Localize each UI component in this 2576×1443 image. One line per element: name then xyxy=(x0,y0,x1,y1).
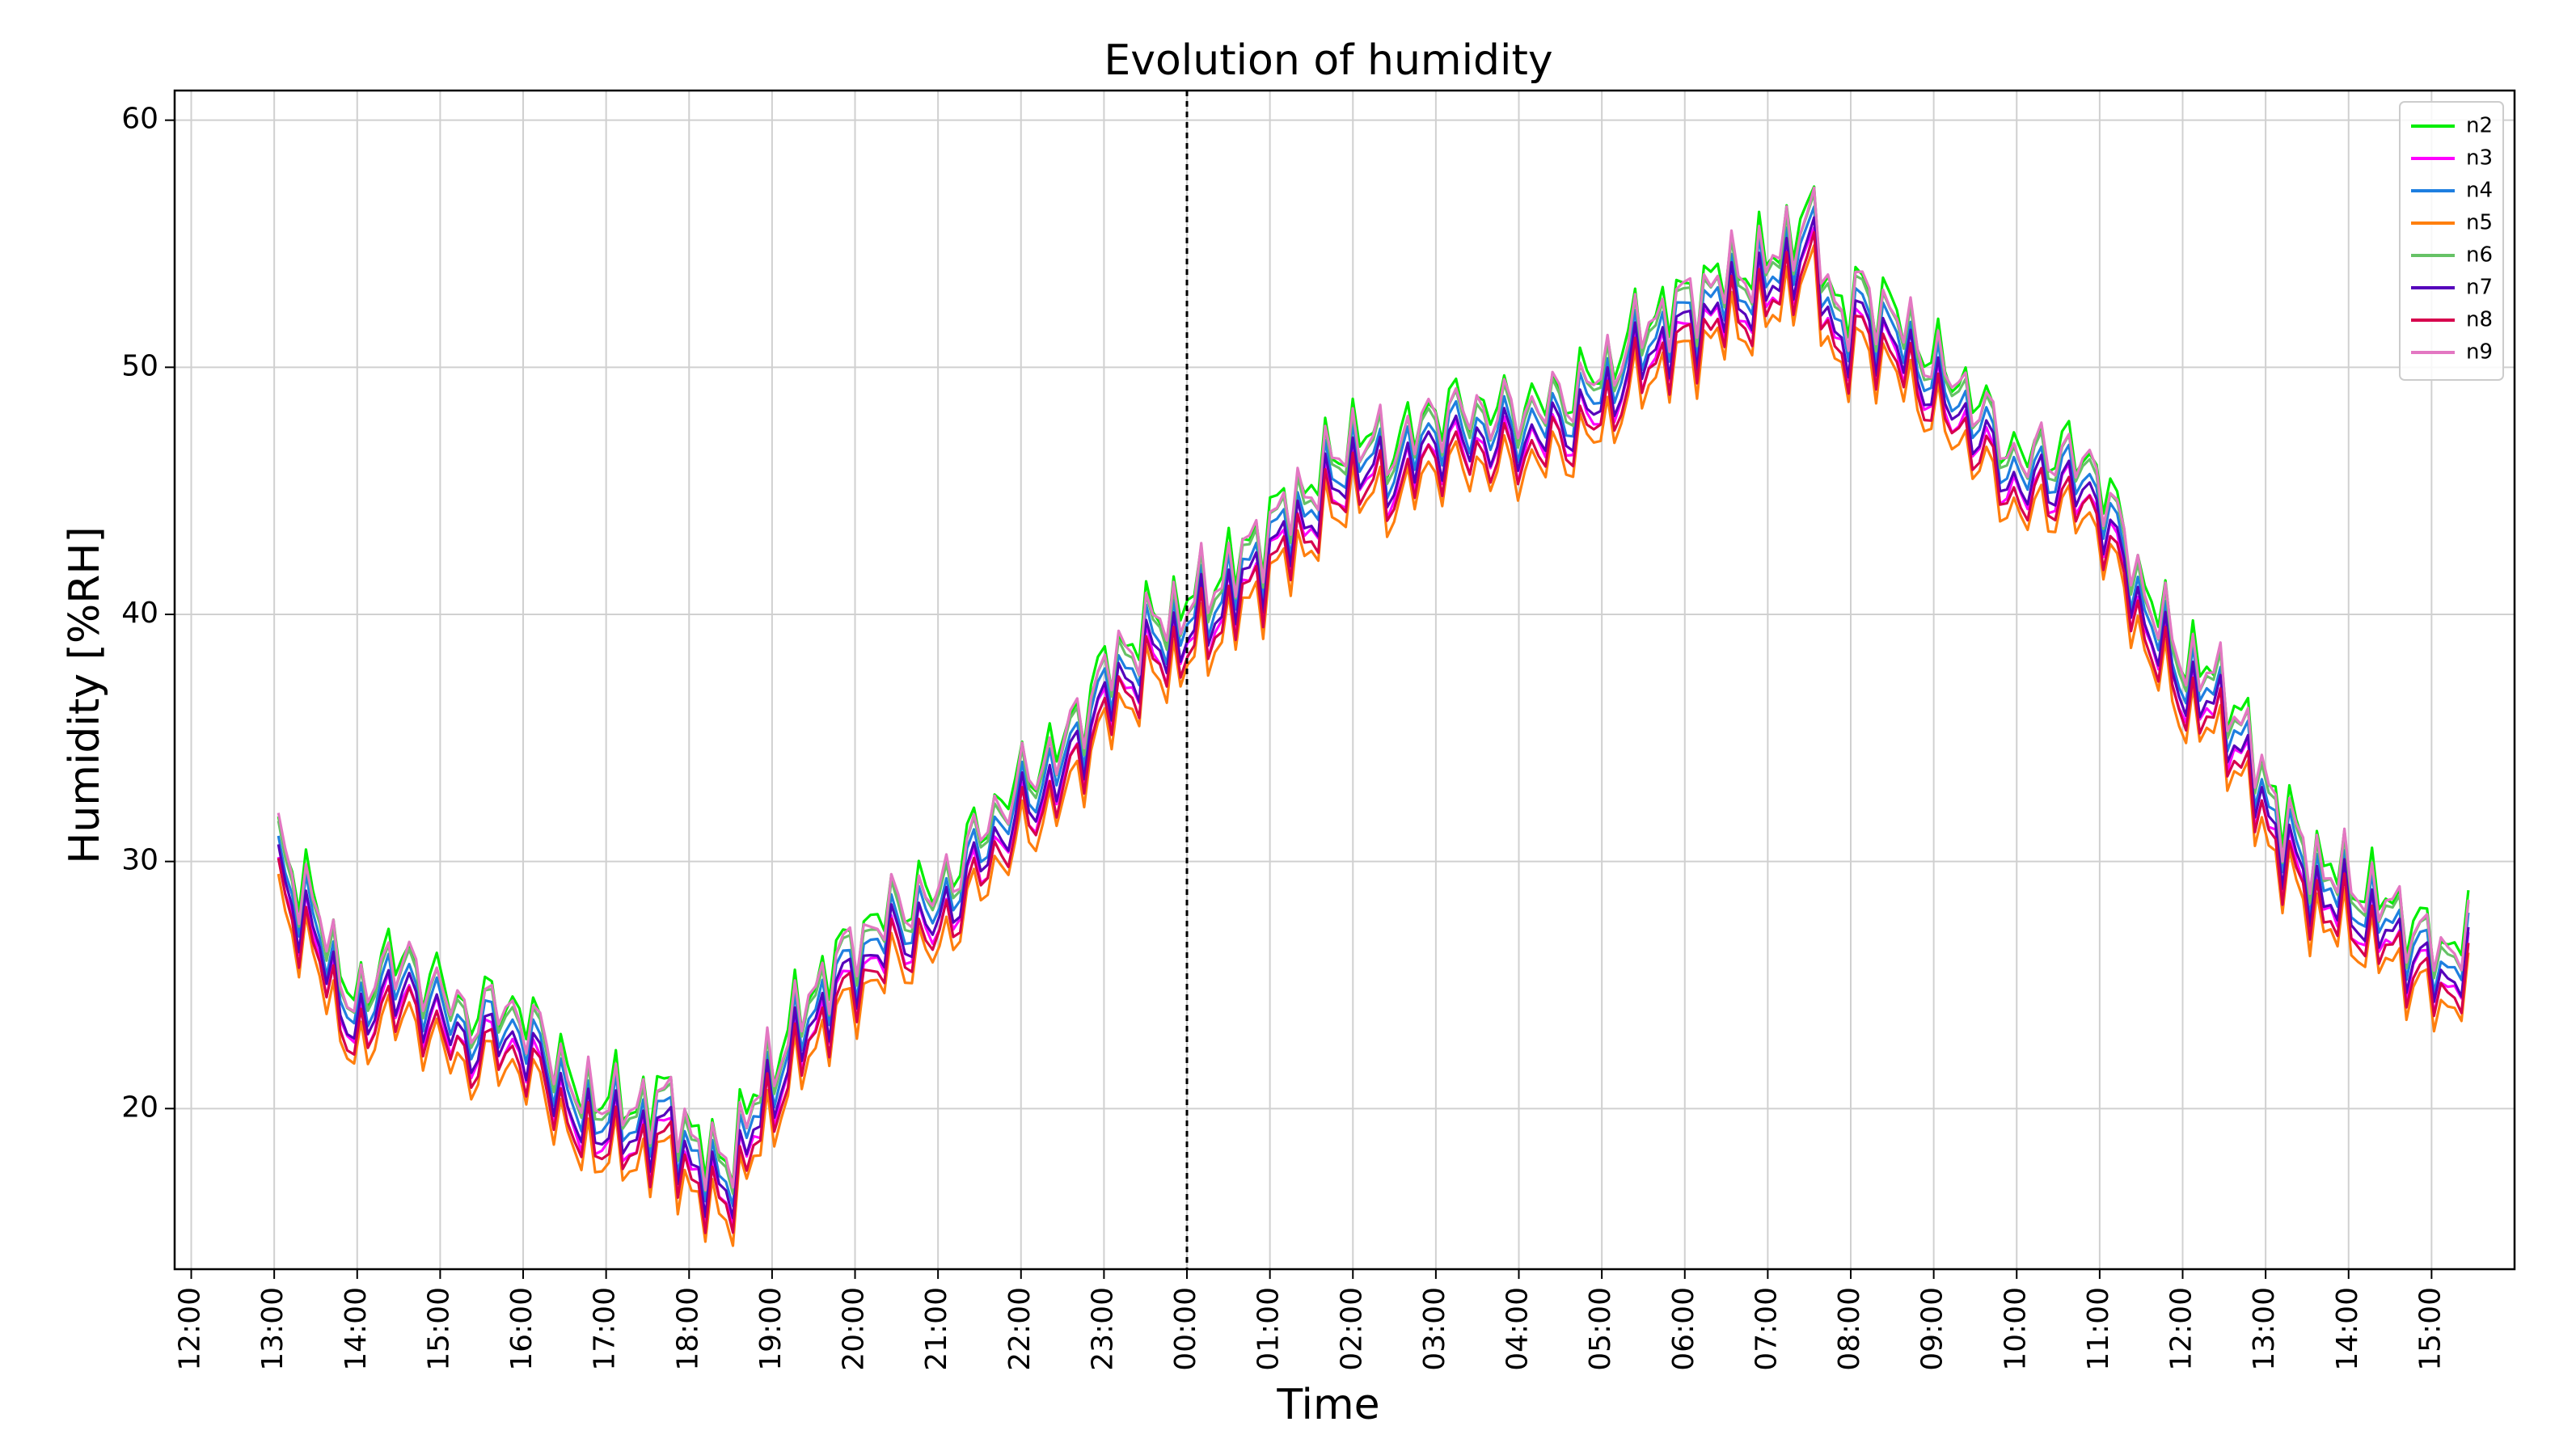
x-tick-label: 14:00 xyxy=(2331,1287,2364,1371)
series-layer xyxy=(277,185,2470,1247)
x-tick-label: 19:00 xyxy=(754,1287,788,1371)
x-tick-label: 03:00 xyxy=(1418,1287,1451,1371)
x-tick-label: 14:00 xyxy=(340,1287,373,1371)
x-axis-label: Time xyxy=(1276,1381,1379,1429)
legend-label-n8: n8 xyxy=(2466,308,2493,332)
y-tick-label: 50 xyxy=(121,349,158,382)
x-tick-label: 13:00 xyxy=(256,1287,289,1371)
y-tick-label: 30 xyxy=(121,844,158,877)
x-tick-label: 21:00 xyxy=(920,1287,953,1371)
x-tick-label: 10:00 xyxy=(1999,1287,2032,1371)
series-line-n7 xyxy=(277,216,2470,1220)
x-tick-label: 09:00 xyxy=(1916,1287,1949,1371)
y-tick-label: 60 xyxy=(121,103,158,136)
x-tick-label: 04:00 xyxy=(1501,1287,1535,1371)
series-line-n9 xyxy=(277,186,2470,1192)
x-tick-label: 20:00 xyxy=(838,1287,871,1371)
legend-label-n2: n2 xyxy=(2466,114,2493,138)
chart-title: Evolution of humidity xyxy=(1104,36,1552,85)
legend-label-n9: n9 xyxy=(2466,340,2493,365)
x-tick-label: 08:00 xyxy=(1833,1287,1866,1371)
x-tick-label: 05:00 xyxy=(1584,1287,1617,1371)
grid-layer xyxy=(175,91,2515,1269)
x-tick-label: 01:00 xyxy=(1252,1287,1286,1371)
x-tick-label: 11:00 xyxy=(2082,1287,2115,1371)
x-tick-label: 13:00 xyxy=(2248,1287,2281,1371)
legend-label-n5: n5 xyxy=(2466,211,2493,235)
legend: n2 n3 n4 n5 n6 n7 n8 n9 xyxy=(2399,101,2504,381)
x-tick-label: 16:00 xyxy=(505,1287,538,1371)
x-tick-label: 00:00 xyxy=(1169,1287,1202,1371)
x-axis-ticks: 12:00 13:00 14:00 15:00 16:00 17:00 18:00 19:00… xyxy=(174,1269,2447,1371)
x-tick-label: 15:00 xyxy=(2413,1287,2447,1371)
legend-box xyxy=(2399,101,2504,381)
x-tick-label: 07:00 xyxy=(1750,1287,1783,1371)
series-line-n5 xyxy=(277,244,2470,1247)
x-tick-label: 12:00 xyxy=(174,1287,207,1371)
x-tick-label: 15:00 xyxy=(422,1287,455,1371)
y-tick-label: 20 xyxy=(121,1091,158,1124)
legend-label-n6: n6 xyxy=(2466,243,2493,268)
series-line-n8 xyxy=(277,230,2470,1234)
x-tick-label: 23:00 xyxy=(1086,1287,1119,1371)
x-tick-label: 06:00 xyxy=(1667,1287,1700,1371)
y-tick-label: 40 xyxy=(121,597,158,630)
y-axis-label: Humidity [%RH] xyxy=(61,526,109,864)
legend-label-n3: n3 xyxy=(2466,146,2493,171)
series-line-n4 xyxy=(277,205,2470,1208)
x-tick-label: 18:00 xyxy=(671,1287,704,1371)
legend-label-n7: n7 xyxy=(2466,276,2493,300)
x-tick-label: 02:00 xyxy=(1335,1287,1368,1371)
x-tick-label: 17:00 xyxy=(589,1287,622,1371)
x-tick-label: 22:00 xyxy=(1003,1287,1037,1371)
legend-label-n4: n4 xyxy=(2466,179,2493,203)
y-axis-ticks: 20 30 40 50 60 xyxy=(121,103,175,1124)
plot-area-frame xyxy=(173,89,2516,1271)
x-tick-label: 12:00 xyxy=(2165,1287,2198,1371)
